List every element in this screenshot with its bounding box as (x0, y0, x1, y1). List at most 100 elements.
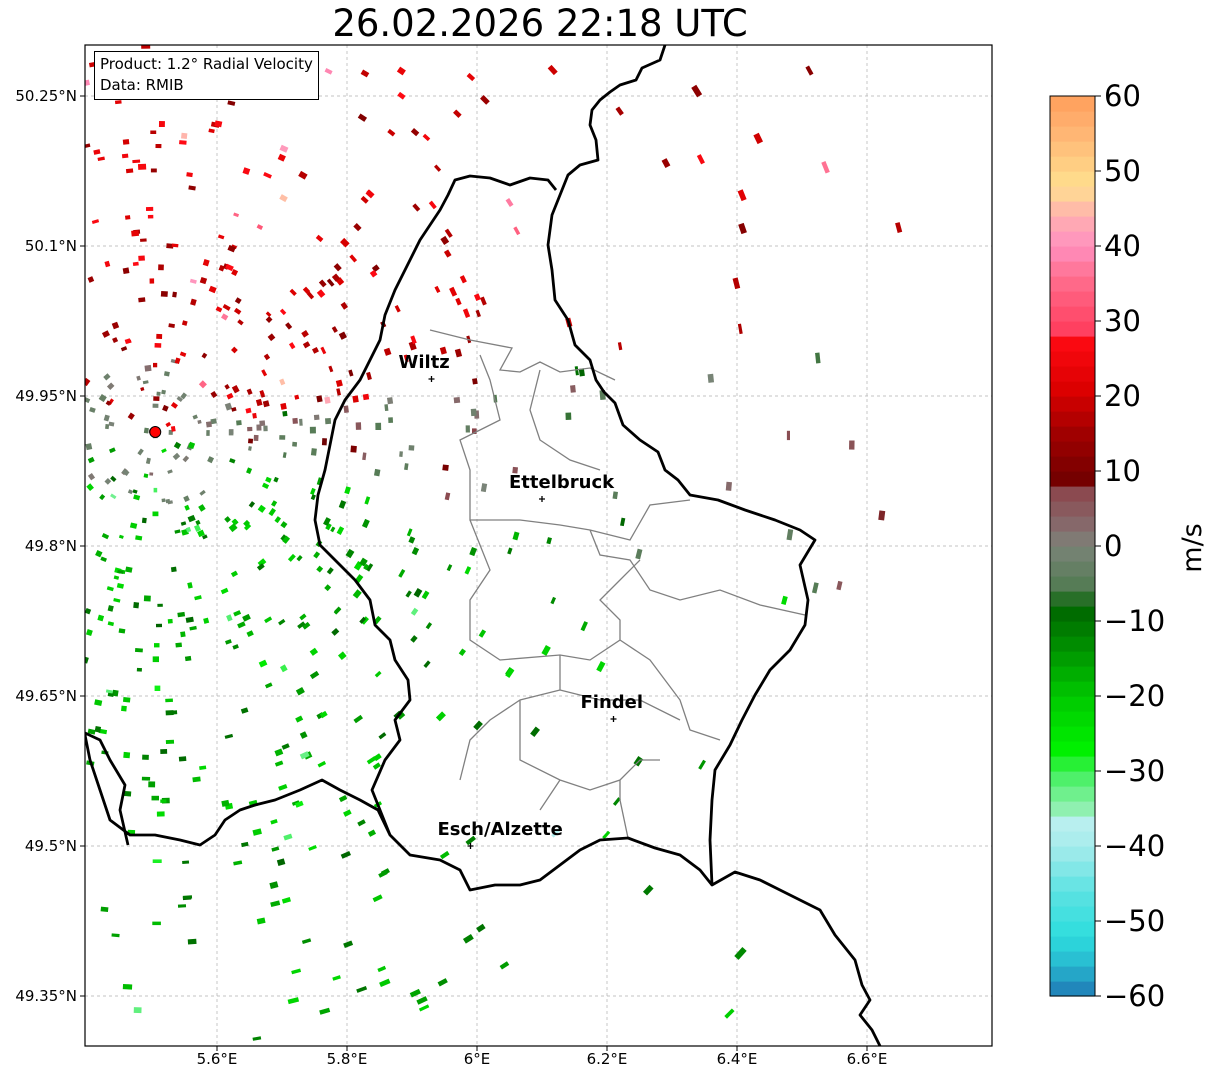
velocity-pixel (131, 230, 140, 237)
velocity-pixel (333, 263, 342, 272)
colorbar-segment (1050, 441, 1095, 457)
colorbar-tick-label: −30 (1104, 754, 1166, 788)
velocity-pixel (104, 478, 112, 485)
colorbar-segment (1050, 876, 1095, 892)
velocity-pixel (152, 921, 161, 926)
velocity-pixel (103, 414, 110, 422)
velocity-pixel (215, 306, 223, 313)
velocity-pixel (278, 783, 288, 791)
product-info-box: Product: 1.2° Radial Velocity Data: RMIB (94, 51, 319, 100)
velocity-pixel (319, 1007, 331, 1015)
velocity-pixel (227, 100, 236, 106)
colorbar-segment (1050, 561, 1095, 577)
velocity-pixel (411, 547, 420, 556)
lat-tick-label: 50.1°N (24, 237, 77, 255)
velocity-pixel (85, 377, 91, 387)
colorbar-segment (1050, 681, 1095, 697)
velocity-pixel (781, 595, 788, 605)
velocity-pixel (734, 947, 747, 960)
velocity-pixel (512, 531, 520, 541)
velocity-pixel (570, 385, 576, 393)
colorbar-segment (1050, 891, 1095, 907)
velocity-pixel (186, 172, 193, 178)
velocity-pixel (265, 476, 272, 483)
velocity-pixel (336, 526, 345, 535)
colorbar-segment (1050, 231, 1095, 247)
colorbar (1049, 95, 1101, 997)
velocity-pixel (158, 121, 165, 128)
velocity-pixel (256, 917, 266, 925)
velocity-pixel (353, 714, 364, 724)
velocity-pixel (198, 504, 206, 512)
colorbar-segment (1050, 471, 1095, 487)
velocity-pixel (166, 243, 174, 249)
velocity-pixel (310, 448, 317, 456)
velocity-pixel (121, 153, 129, 159)
colorbar-tick-label: 60 (1104, 79, 1141, 113)
velocity-pixel (270, 819, 278, 825)
velocity-pixel (281, 897, 291, 904)
velocity-pixel (100, 556, 107, 563)
velocity-pixel (263, 425, 268, 432)
velocity-pixel (313, 551, 321, 559)
velocity-pixel (265, 311, 272, 318)
velocity-pixel (384, 404, 389, 412)
velocity-pixel (428, 200, 437, 210)
velocity-pixel (160, 748, 168, 755)
velocity-pixel (137, 448, 144, 456)
velocity-pixel (324, 584, 332, 592)
velocity-pixel (231, 406, 237, 412)
velocity-pixel (299, 731, 308, 739)
colorbar-segment (1050, 861, 1095, 877)
city-label-wiltz: Wiltz (398, 352, 450, 373)
velocity-pixel (189, 278, 197, 284)
velocity-pixel (227, 244, 236, 253)
velocity-pixel (152, 859, 162, 863)
colorbar-segment (1050, 351, 1095, 367)
velocity-pixel (240, 707, 249, 714)
velocity-pixel (185, 526, 192, 533)
velocity-pixel (263, 172, 272, 179)
velocity-pixel (343, 940, 354, 949)
velocity-pixel (541, 645, 551, 656)
velocity-pixel (691, 84, 703, 98)
velocity-pixel (343, 405, 349, 413)
velocity-pixel (612, 797, 621, 806)
velocity-pixel (179, 140, 187, 145)
velocity-pixel (289, 288, 297, 296)
velocity-pixel (349, 254, 358, 263)
velocity-pixel (410, 635, 418, 643)
colorbar-segment (1050, 411, 1095, 427)
velocity-pixel (462, 934, 474, 944)
velocity-pixel (118, 534, 124, 539)
velocity-pixel (387, 128, 396, 137)
velocity-pixel (661, 158, 671, 169)
velocity-pixel (297, 621, 306, 629)
velocity-pixel (821, 161, 830, 174)
velocity-pixel (95, 549, 103, 558)
velocity-pixel (596, 661, 606, 673)
velocity-pixel (378, 732, 387, 740)
colorbar-tick-label: 50 (1104, 154, 1141, 188)
colorbar-segment (1050, 756, 1095, 772)
velocity-pixel (320, 346, 327, 355)
velocity-pixel (365, 189, 375, 199)
velocity-pixel (225, 263, 234, 272)
velocity-pixel (331, 273, 341, 282)
velocity-pixel (170, 710, 178, 715)
colorbar-segment (1050, 576, 1095, 592)
velocity-pixel (101, 533, 110, 540)
velocity-pixel (117, 569, 124, 575)
velocity-pixel (282, 410, 288, 417)
velocity-pixel (241, 841, 249, 848)
velocity-pixel (753, 132, 764, 145)
velocity-pixel (412, 203, 421, 212)
velocity-pixel (118, 628, 126, 634)
colorbar-segment (1050, 711, 1095, 727)
velocity-pixel (122, 790, 132, 797)
velocity-pixel (274, 516, 282, 524)
velocity-pixel (100, 906, 109, 912)
velocity-pixel (312, 346, 319, 354)
city-label-ettelbruck: Ettelbruck (509, 472, 615, 493)
velocity-pixel (261, 482, 270, 490)
